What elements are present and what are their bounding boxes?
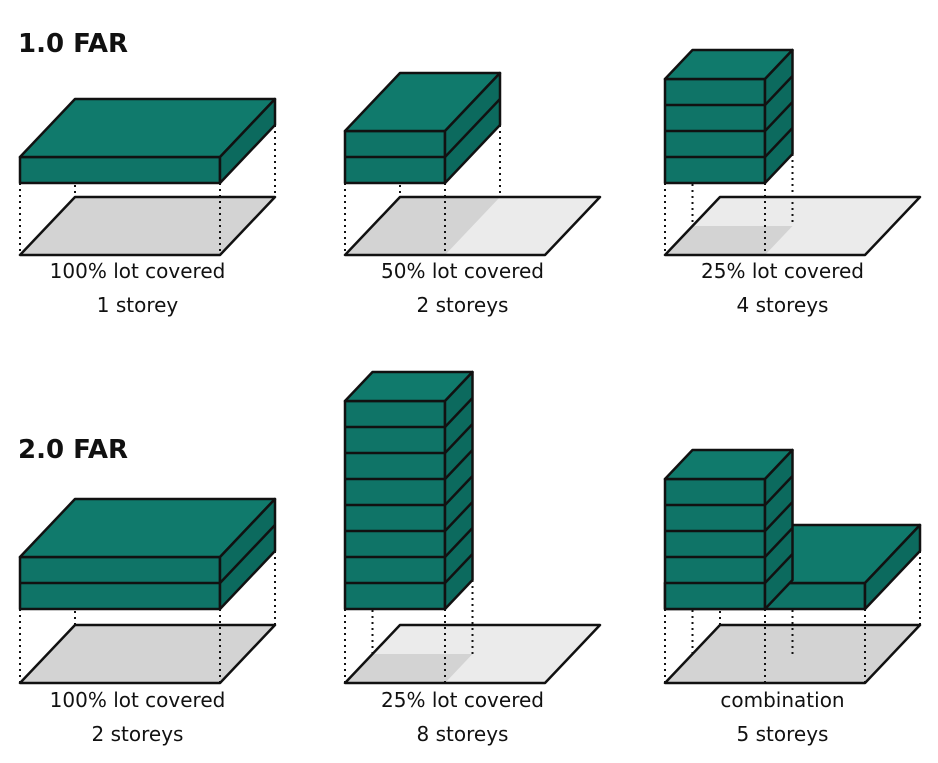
caption-coverage: 100% lot covered (50, 688, 226, 712)
caption-coverage: 50% lot covered (381, 259, 544, 283)
lot-footprint (20, 197, 275, 255)
illustrations (18, 48, 922, 685)
building (18, 97, 277, 185)
building-side (863, 523, 922, 611)
building (663, 48, 794, 185)
lot-footprint (665, 226, 793, 255)
building-front (663, 477, 767, 611)
storey-line (444, 397, 474, 428)
panel (18, 497, 277, 685)
storey-line (764, 553, 794, 584)
lot-footprint (20, 625, 275, 683)
caption-coverage: combination (720, 688, 844, 712)
lot-outline (18, 195, 277, 257)
caption-storeys: 5 storeys (737, 722, 829, 746)
storey-line (764, 527, 794, 558)
caption-coverage: 100% lot covered (50, 259, 226, 283)
caption-coverage: 25% lot covered (381, 688, 544, 712)
lot-footprint (345, 654, 473, 683)
caption-storeys: 1 storey (97, 293, 179, 317)
storey-line (764, 75, 794, 106)
storey-line (764, 475, 794, 506)
lot-outline (343, 623, 602, 685)
caption-storeys: 2 storeys (92, 722, 184, 746)
storey-line (764, 127, 794, 158)
panel (663, 48, 922, 257)
section-heading: 1.0 FAR (18, 29, 128, 59)
storey-line (764, 501, 794, 532)
panel (343, 71, 602, 257)
storey-line (444, 527, 474, 558)
storey-line (444, 475, 474, 506)
storey-line (444, 553, 474, 584)
storey-line (219, 524, 276, 584)
building (18, 497, 277, 611)
building-side (218, 97, 277, 185)
section-heading: 2.0 FAR (18, 435, 128, 465)
panel (18, 97, 277, 257)
panel (343, 370, 602, 685)
panel (663, 448, 922, 685)
storey-line (444, 501, 474, 532)
storey-line (444, 98, 501, 158)
building (343, 71, 502, 185)
caption-storeys: 4 storeys (737, 293, 829, 317)
storey-line (764, 101, 794, 132)
lot-outline (663, 195, 922, 257)
building-side (763, 448, 794, 611)
lot-outline (343, 195, 602, 257)
caption-coverage: 25% lot covered (701, 259, 864, 283)
caption-storeys: 2 storeys (417, 293, 509, 317)
building-front (18, 155, 222, 185)
lot-footprint (345, 197, 500, 255)
building (343, 370, 474, 611)
caption-storeys: 8 storeys (417, 722, 509, 746)
storey-line (444, 423, 474, 454)
building (663, 448, 794, 611)
storey-line (444, 449, 474, 480)
